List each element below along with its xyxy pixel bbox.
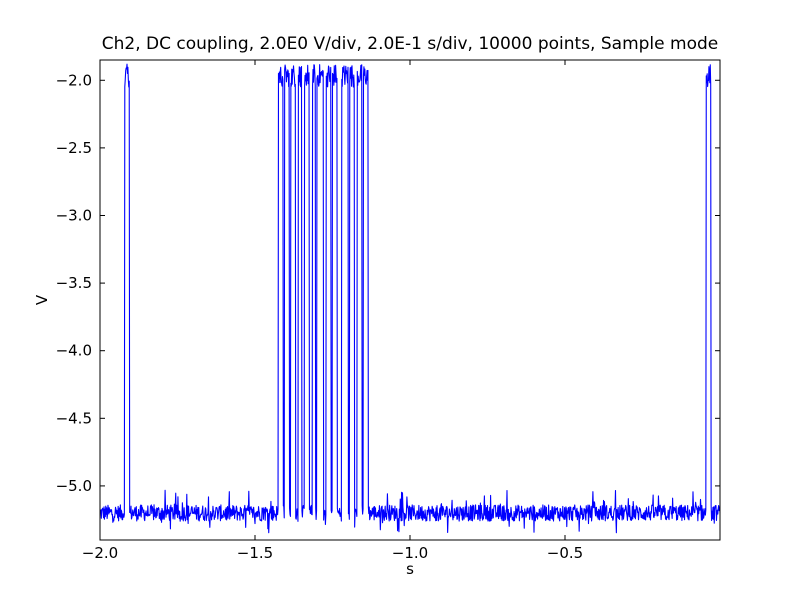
x-tick-label: −1.5 [237,544,273,562]
series-layer [99,63,721,534]
y-tick-label: −4.5 [56,409,92,427]
y-ticks: −2.0 −2.5 −3.0 −3.5 −4.0 −4.5 −5.0 [56,71,720,495]
y-axis-label: V [33,294,51,305]
x-axis-label: s [406,560,414,578]
x-ticks: −2.0 −1.5 −1.0 −0.5 [82,60,583,562]
y-tick-label: −5.0 [56,477,92,495]
y-tick-label: −2.0 [56,71,92,89]
x-tick-label: −2.0 [82,544,118,562]
y-tick-label: −2.5 [56,139,92,157]
y-tick-label: −3.0 [56,206,92,224]
y-tick-label: −3.5 [56,274,92,292]
chart-title: Ch2, DC coupling, 2.0E0 V/div, 2.0E-1 s/… [102,34,718,54]
y-tick-label: −4.0 [56,342,92,360]
x-tick-label: −0.5 [547,544,583,562]
x-tick-label: −1.0 [392,544,428,562]
series-line [99,63,721,534]
